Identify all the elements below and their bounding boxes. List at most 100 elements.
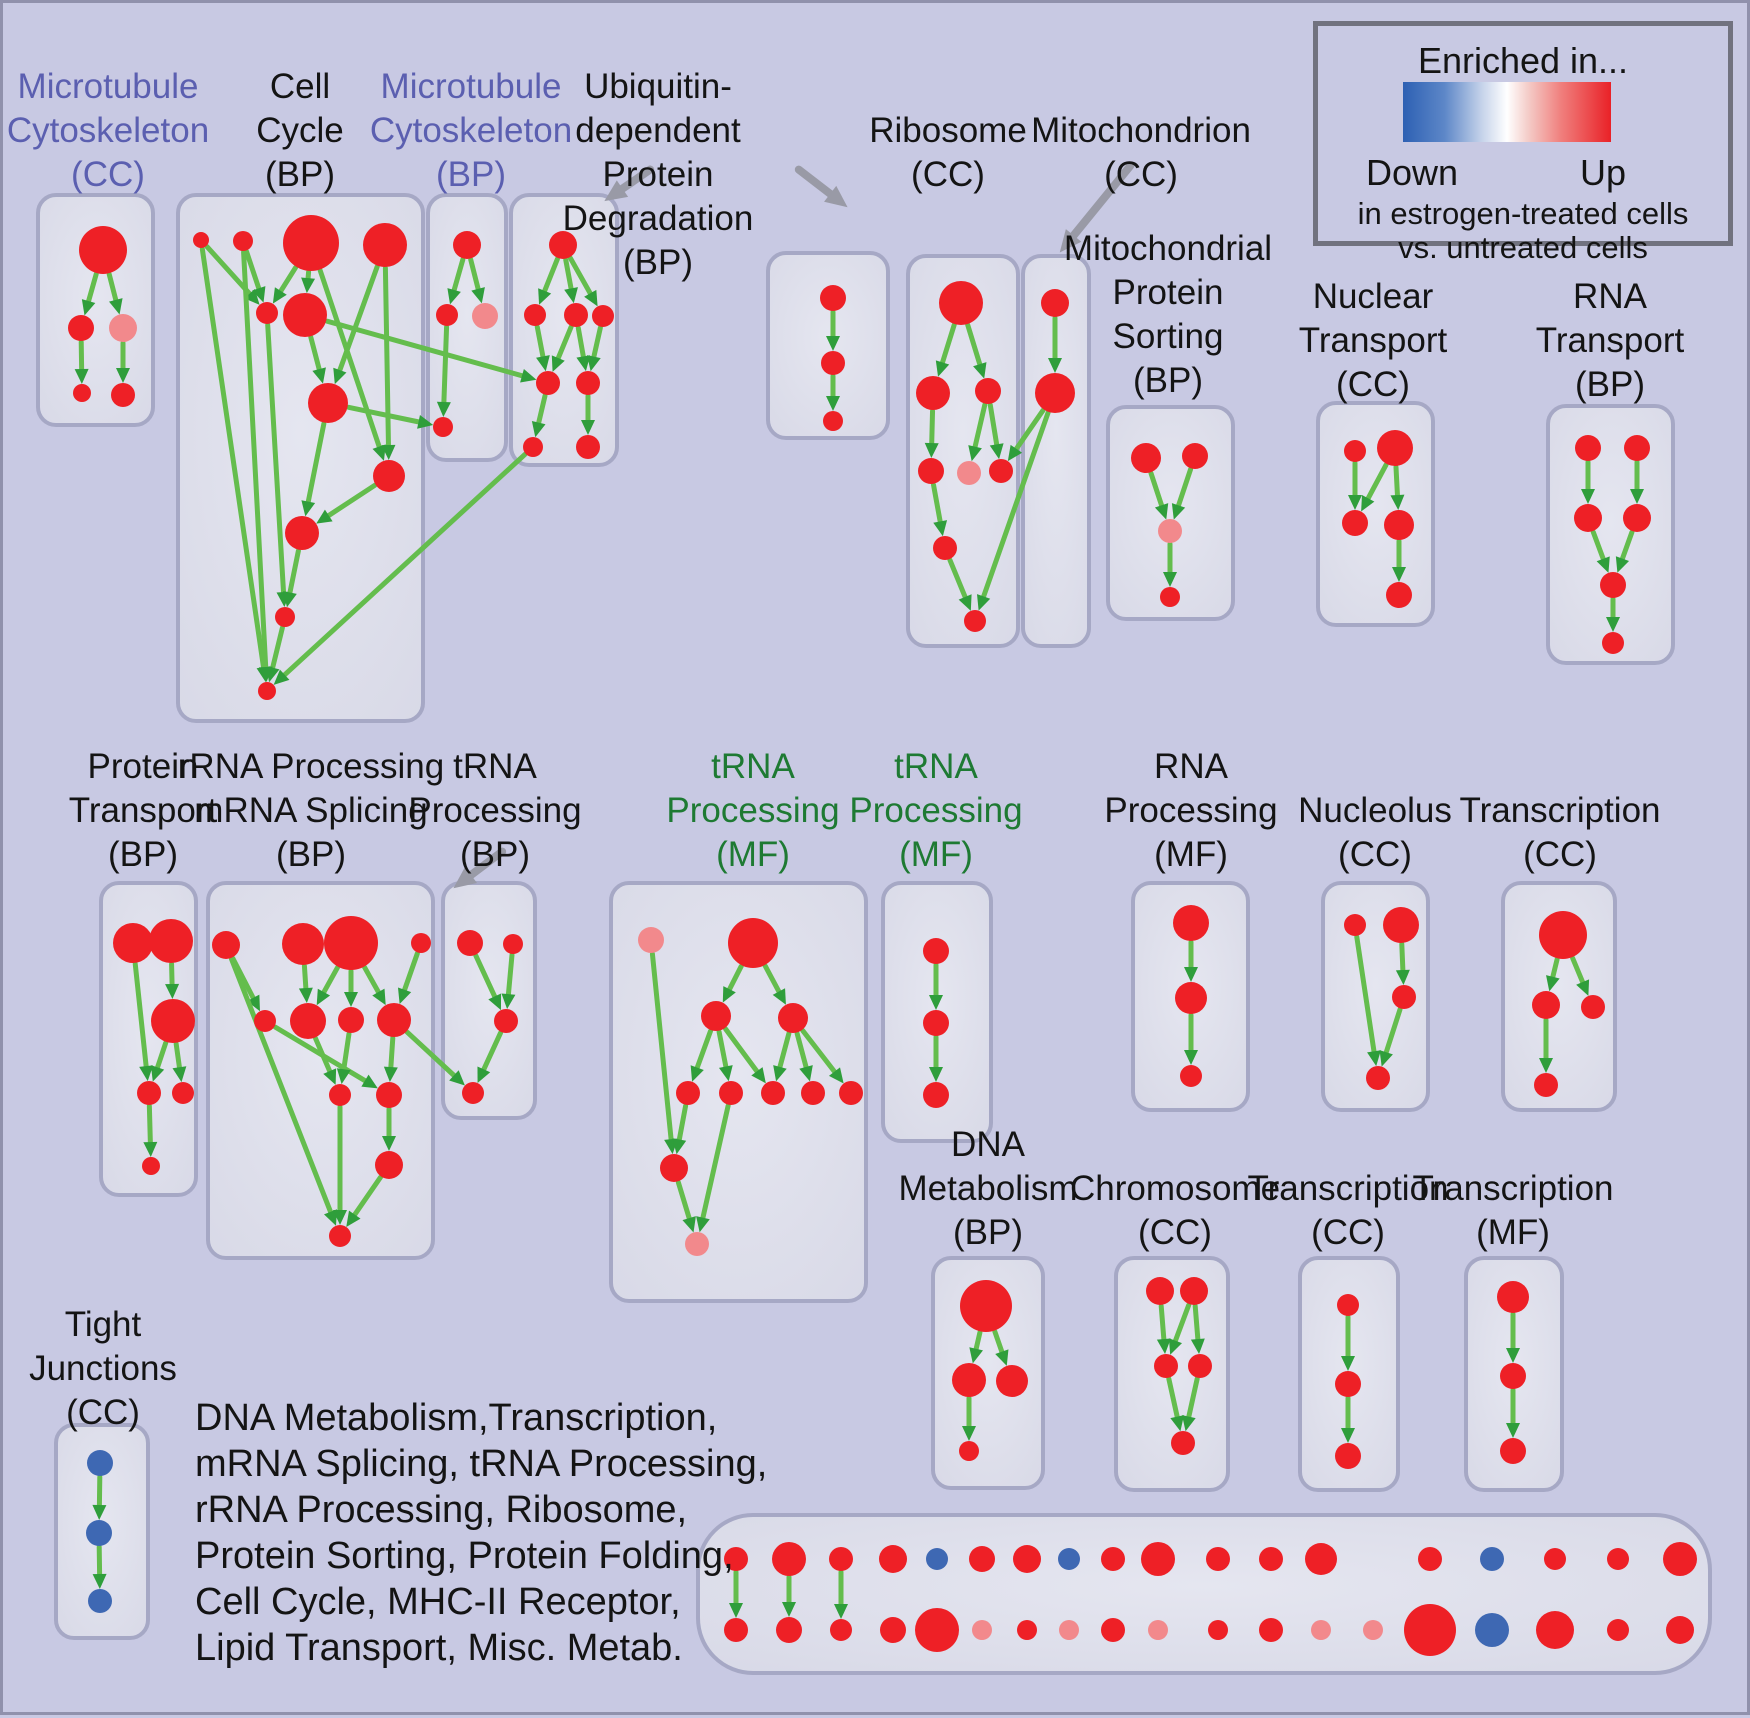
go-term-node — [1383, 907, 1419, 943]
edge-arrow-line — [304, 966, 306, 991]
go-term-node — [996, 1365, 1028, 1397]
go-term-node — [761, 1081, 785, 1105]
legend-subtitle-line2: vs. untreated cells — [1318, 230, 1728, 266]
go-term-node — [1607, 1619, 1629, 1641]
go-term-node — [1344, 914, 1366, 936]
go-term-node — [275, 607, 295, 627]
go-term-node — [1539, 911, 1587, 959]
label-pointer-arrow-line — [1072, 166, 1131, 238]
go-term-node — [592, 305, 614, 327]
go-term-node — [1335, 1371, 1361, 1397]
go-term-node — [564, 303, 588, 327]
go-term-node — [436, 304, 458, 326]
go-term-node — [1600, 572, 1626, 598]
edge-arrow-line — [1396, 467, 1398, 498]
shared-terms-line: mRNA Splicing, tRNA Processing, — [195, 1441, 767, 1487]
go-term-node — [329, 1225, 351, 1247]
go-term-node — [256, 302, 278, 324]
go-term-node — [879, 1545, 907, 1573]
go-term-node — [952, 1363, 986, 1397]
go-term-node — [1575, 435, 1601, 461]
go-term-node — [830, 1619, 852, 1641]
go-term-node — [1259, 1618, 1283, 1642]
go-term-node — [701, 1001, 731, 1031]
go-term-node — [1377, 430, 1413, 466]
go-term-node — [576, 435, 600, 459]
edge-arrow-line — [932, 411, 933, 446]
cluster-box-ub2 — [768, 253, 888, 438]
go-term-node — [503, 934, 523, 954]
go-term-node — [1544, 1548, 1566, 1570]
go-term-node — [88, 1589, 112, 1613]
go-term-node — [939, 281, 983, 325]
go-term-node — [283, 215, 339, 271]
label-pointer-arrow-line — [469, 852, 503, 877]
go-term-node — [149, 919, 193, 963]
edge-arrow-line — [1402, 944, 1403, 973]
edge-arrow-line — [385, 268, 388, 448]
go-term-node — [1158, 519, 1182, 543]
go-term-node — [1311, 1620, 1331, 1640]
go-term-node — [549, 231, 577, 259]
go-term-node — [282, 923, 324, 965]
go-term-node — [1059, 1620, 1079, 1640]
go-term-node — [969, 1546, 995, 1572]
go-term-node — [1188, 1354, 1212, 1378]
go-term-node — [959, 1441, 979, 1461]
go-term-node — [1500, 1438, 1526, 1464]
legend-title: Enriched in... — [1318, 40, 1728, 82]
legend-subtitle-line1: in estrogen-treated cells — [1318, 196, 1728, 232]
go-term-node — [1666, 1616, 1694, 1644]
go-term-node — [1154, 1354, 1178, 1378]
go-term-node — [536, 371, 560, 395]
go-term-node — [193, 232, 209, 248]
go-term-node — [957, 461, 981, 485]
go-term-node — [839, 1081, 863, 1105]
go-term-node — [329, 1084, 351, 1106]
go-term-node — [113, 923, 153, 963]
legend-gradient-bar — [1403, 82, 1611, 142]
go-term-node — [1180, 1277, 1208, 1305]
go-term-node — [523, 437, 543, 457]
go-term-node — [776, 1617, 802, 1643]
go-term-node — [457, 930, 483, 956]
go-term-node — [576, 371, 600, 395]
go-term-node — [1607, 1548, 1629, 1570]
cluster-box-nuclear-transport — [1318, 403, 1433, 625]
go-term-node — [975, 378, 1001, 404]
go-term-node — [1148, 1620, 1168, 1640]
go-term-node — [923, 938, 949, 964]
go-term-node — [1141, 1542, 1175, 1576]
go-term-node — [918, 458, 944, 484]
go-term-node — [290, 1003, 326, 1039]
go-term-node — [960, 1280, 1012, 1332]
misc-terms-strip-box — [698, 1515, 1710, 1673]
go-term-node — [1480, 1547, 1504, 1571]
go-term-node — [880, 1617, 906, 1643]
legend-up-label: Up — [1580, 152, 1626, 194]
go-term-node — [87, 1450, 113, 1476]
go-term-node — [233, 231, 253, 251]
go-term-node — [1574, 504, 1602, 532]
go-term-node — [1532, 991, 1560, 1019]
go-term-node — [823, 411, 843, 431]
go-term-node — [915, 1608, 959, 1652]
go-term-node — [1160, 587, 1180, 607]
go-term-node — [964, 610, 986, 632]
go-term-node — [86, 1520, 112, 1546]
go-term-node — [778, 1003, 808, 1033]
go-term-node — [363, 223, 407, 267]
legend-down-label: Down — [1366, 152, 1458, 194]
edge-arrow-line — [149, 1106, 150, 1145]
go-term-node — [433, 417, 453, 437]
go-term-node — [1418, 1547, 1442, 1571]
go-term-node — [1623, 504, 1651, 532]
go-term-node — [151, 999, 195, 1043]
go-term-node — [254, 1010, 276, 1032]
go-term-node — [109, 314, 137, 342]
go-term-node — [1581, 995, 1605, 1019]
go-term-node — [1386, 582, 1412, 608]
go-term-node — [972, 1620, 992, 1640]
shared-terms-text: DNA Metabolism,Transcription,mRNA Splici… — [195, 1395, 767, 1671]
